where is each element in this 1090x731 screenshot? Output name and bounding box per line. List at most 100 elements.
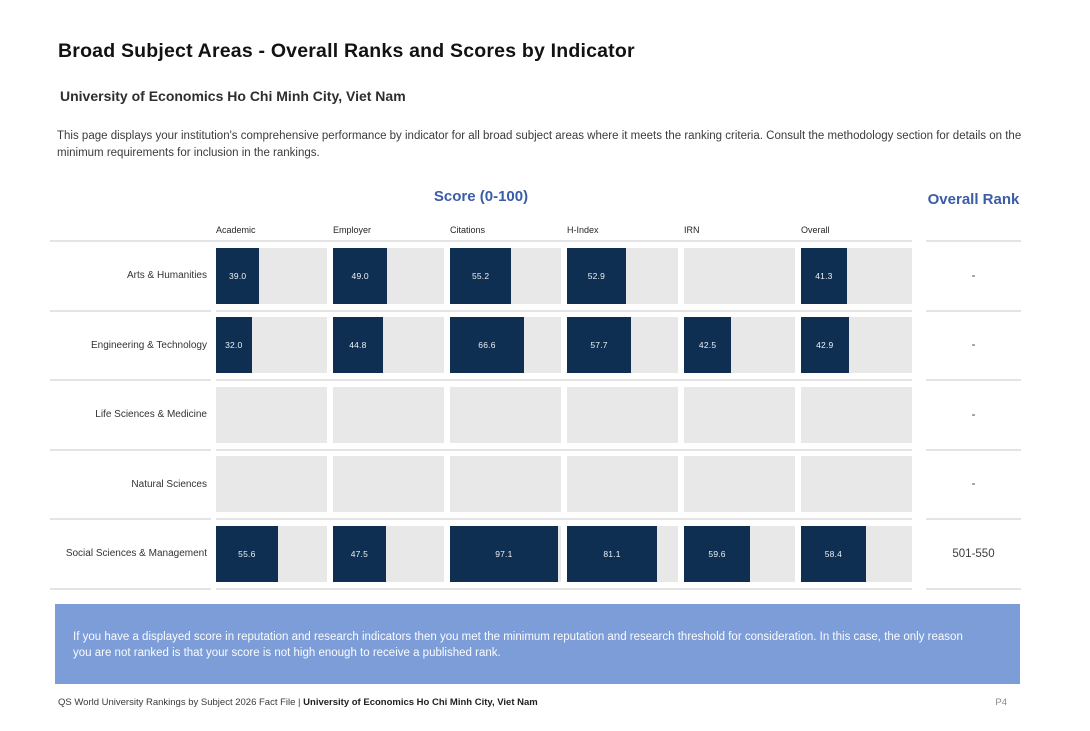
info-banner-text: If you have a displayed score in reputat…	[73, 631, 963, 659]
score-bar-fill: 41.3	[801, 247, 847, 304]
score-value: 55.6	[238, 548, 256, 559]
score-bar-fill: 42.9	[801, 317, 849, 374]
score-value: 59.6	[708, 548, 726, 559]
score-bar-track	[684, 456, 795, 513]
subject-label: Arts & Humanities	[50, 242, 211, 312]
score-bar-track	[684, 386, 795, 443]
overall-rank-value: -	[926, 451, 1021, 520]
score-value: 97.1	[495, 548, 513, 559]
score-value: 58.4	[824, 548, 843, 559]
table-row: Life Sciences & Medicine -	[50, 381, 1021, 451]
score-value: 41.3	[815, 270, 833, 281]
row-bars	[216, 381, 912, 451]
score-bar-fill: 44.8	[333, 317, 383, 374]
score-bar-track: 49.0	[333, 247, 444, 304]
score-value: 57.7	[590, 340, 608, 351]
row-bars: 39.0 49.0 55.2 52.9 41.3	[216, 242, 912, 312]
score-bar-fill: 57.7	[567, 317, 632, 374]
overall-rank-value: -	[926, 312, 1021, 381]
score-bar-fill: 55.6	[216, 525, 278, 582]
footer-source: QS World University Rankings by Subject …	[58, 697, 538, 708]
score-bar-track: 66.6	[450, 317, 561, 374]
footer: QS World University Rankings by Subject …	[58, 697, 1007, 708]
page-title: Broad Subject Areas - Overall Ranks and …	[58, 40, 635, 62]
table-header: Score (0-100) Academic Employer Citations H…	[50, 186, 1021, 242]
intro-text: This page displays your institution's co…	[57, 130, 1022, 159]
score-bar-fill: 97.1	[450, 525, 558, 582]
indicator-headers: Academic Employer Citations H-Index IRN Overa…	[216, 225, 912, 235]
table-row: Social Sciences & Management 55.6 47.5 97.…	[50, 520, 1021, 590]
overall-rank-value: -	[926, 242, 1021, 312]
table-row: Engineering & Technology 32.0 44.8 66.6 57.…	[50, 312, 1021, 381]
subject-label: Life Sciences & Medicine	[50, 381, 211, 451]
indicator-header: IRN	[684, 225, 700, 235]
score-bar-fill: 32.0	[216, 317, 252, 374]
score-value: 66.6	[478, 340, 496, 351]
score-bar-track: 42.9	[801, 317, 912, 374]
score-value: 42.9	[816, 340, 834, 351]
score-value: 42.5	[698, 340, 717, 351]
row-bars	[216, 451, 912, 520]
score-bar-track: 39.0	[216, 247, 327, 304]
score-value: 32.0	[225, 340, 243, 351]
score-value: 81.1	[603, 548, 621, 559]
table-rows: Arts & Humanities 39.0 49.0 55.2 52.9 41.3 -…	[50, 242, 1021, 590]
score-bar-fill: 81.1	[567, 525, 658, 582]
info-banner: If you have a displayed score in reputat…	[55, 604, 1020, 684]
row-bars: 55.6 47.5 97.1 81.1 59.6 58.4	[216, 520, 912, 590]
score-bar-track: 55.6	[216, 525, 327, 582]
score-bar-track	[333, 386, 444, 443]
score-bar-track: 81.1	[567, 525, 678, 582]
score-value: 52.9	[587, 270, 606, 281]
score-value: 39.0	[228, 270, 247, 281]
score-bar-fill: 58.4	[801, 525, 866, 582]
score-bar-fill: 55.2	[450, 247, 512, 304]
overall-rank-header: Overall Rank	[926, 186, 1021, 242]
score-value: 44.8	[349, 340, 367, 351]
subject-label: Social Sciences & Management	[50, 520, 211, 590]
score-bar-fill: 42.5	[684, 317, 732, 374]
footer-source-regular: QS World University Rankings by Subject …	[58, 697, 304, 708]
score-bar-track	[450, 456, 561, 513]
score-bar-track: 47.5	[333, 525, 444, 582]
table-row: Arts & Humanities 39.0 49.0 55.2 52.9 41.3 -	[50, 242, 1021, 312]
subject-label: Engineering & Technology	[50, 312, 211, 381]
score-value: 47.5	[350, 548, 369, 559]
score-bar-track: 97.1	[450, 525, 561, 582]
table-row: Natural Sciences -	[50, 451, 1021, 520]
score-bar-fill: 49.0	[333, 247, 388, 304]
overall-rank-value: 501-550	[926, 520, 1021, 590]
score-bar-track	[801, 456, 912, 513]
score-bar-fill: 47.5	[333, 525, 386, 582]
score-bar-track: 42.5	[684, 317, 795, 374]
score-value: 49.0	[351, 270, 369, 281]
score-bar-track	[801, 386, 912, 443]
page-number: P4	[995, 697, 1007, 708]
score-bar-track: 32.0	[216, 317, 327, 374]
score-header: Score (0-100)	[433, 188, 529, 205]
score-bar-track: 44.8	[333, 317, 444, 374]
score-bar-fill: 59.6	[684, 525, 751, 582]
score-bar-track: 57.7	[567, 317, 678, 374]
indicator-header: H-Index	[567, 225, 599, 235]
score-bar-track: 55.2	[450, 247, 561, 304]
score-bar-track	[333, 456, 444, 513]
score-bar-fill: 66.6	[450, 317, 524, 374]
score-bar-track	[567, 386, 678, 443]
score-bar-fill: 39.0	[216, 247, 260, 304]
indicator-header: Overall	[801, 225, 830, 235]
scores-table: Score (0-100) Academic Employer Citations H…	[50, 186, 1021, 590]
indicator-header: Citations	[450, 225, 486, 235]
score-bar-track: 58.4	[801, 525, 912, 582]
indicator-header: Employer	[333, 225, 372, 235]
subject-label: Natural Sciences	[50, 451, 211, 520]
overall-rank-value: -	[926, 381, 1021, 451]
score-bar-track	[450, 386, 561, 443]
indicator-header: Academic	[216, 225, 256, 235]
score-value: 55.2	[471, 270, 490, 281]
institution-name: University of Economics Ho Chi Minh City…	[60, 88, 406, 104]
row-bars: 32.0 44.8 66.6 57.7 42.5 42.9	[216, 312, 912, 381]
score-bar-track	[216, 386, 327, 443]
score-bar-track	[567, 456, 678, 513]
